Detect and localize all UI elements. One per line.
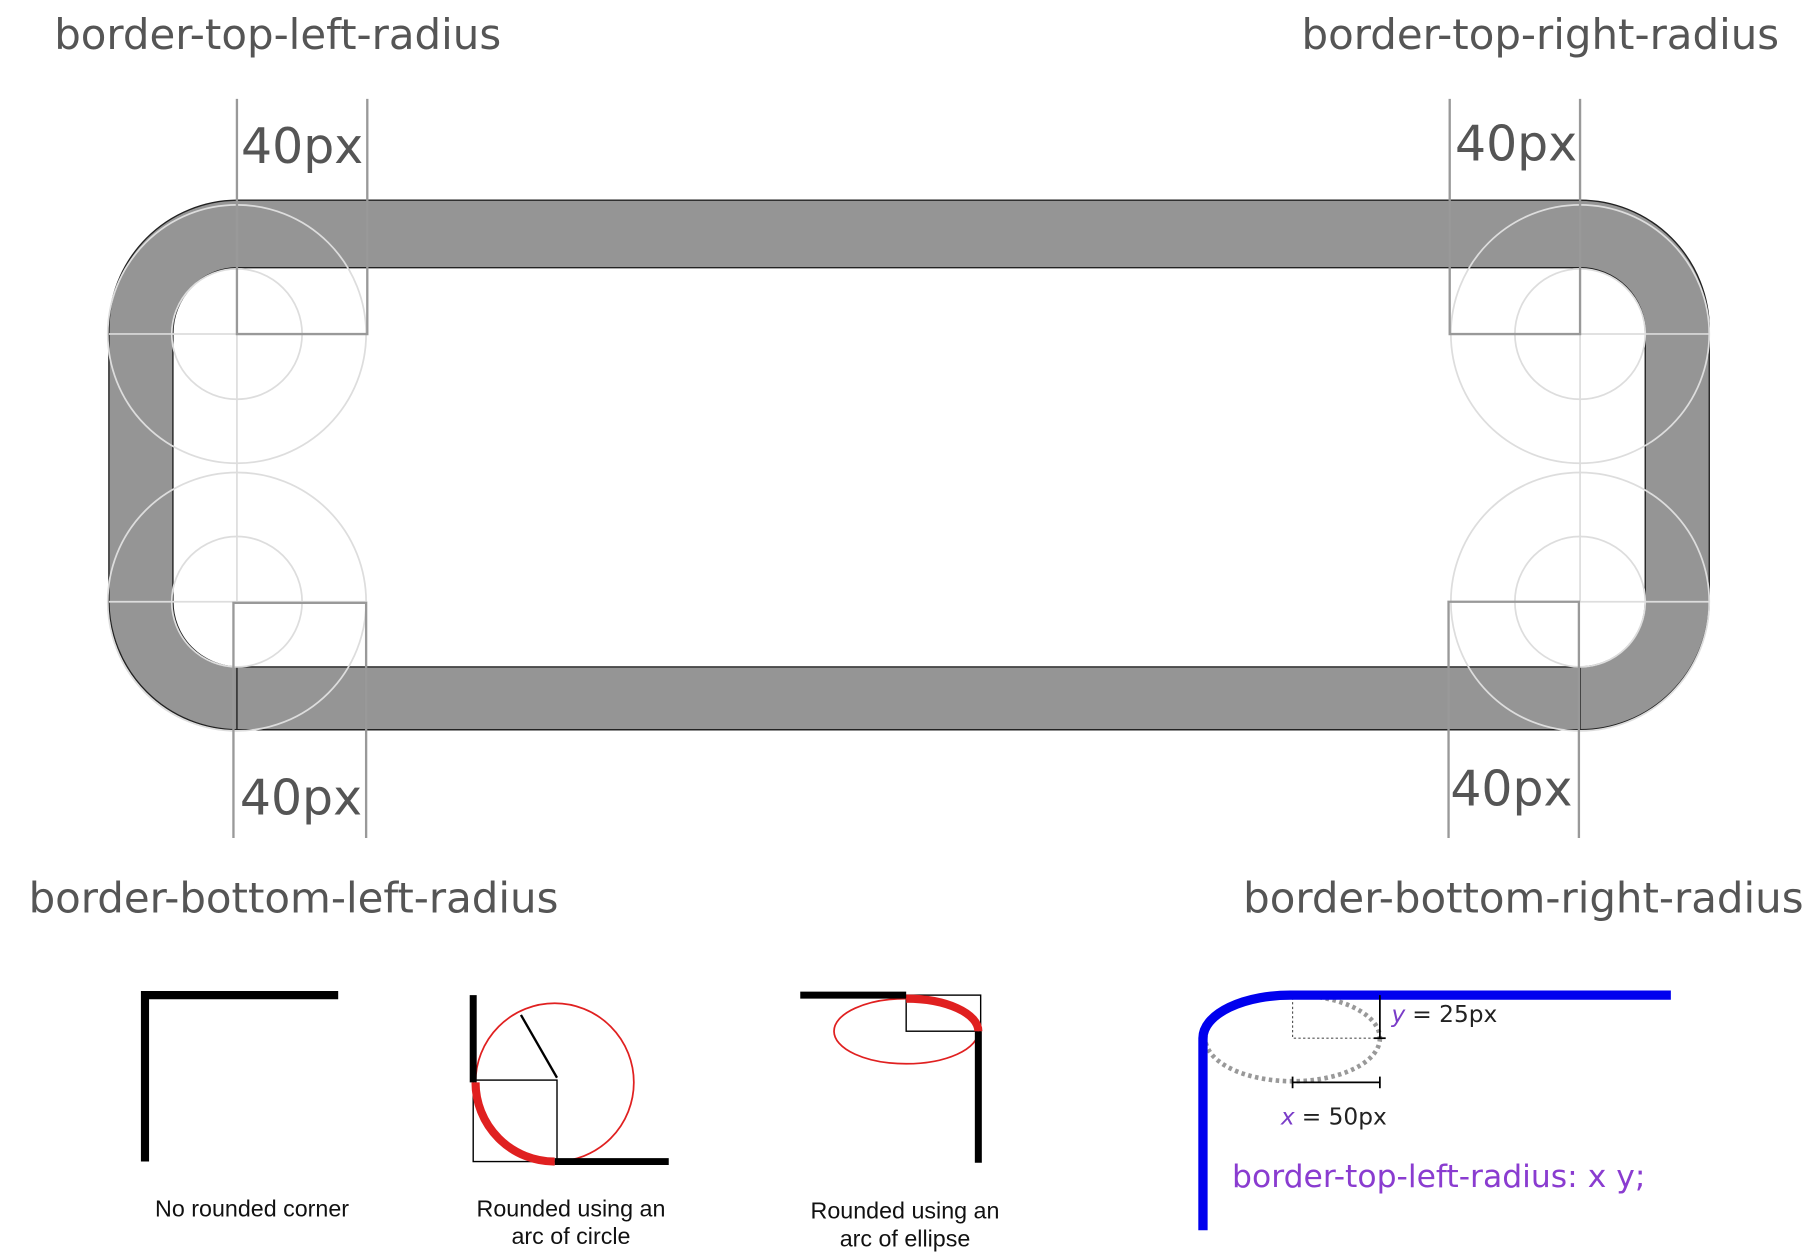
corner-title: border-bottom-right-radius — [1243, 873, 1803, 922]
caption: No rounded corner — [155, 1195, 349, 1221]
code-label: border-top-left-radius: x y; — [1232, 1159, 1645, 1195]
caption: Rounded using an — [477, 1195, 666, 1221]
corner-title: border-top-right-radius — [1302, 10, 1780, 59]
circle-corner — [469, 995, 669, 1166]
corner-title: border-bottom-left-radius — [29, 873, 559, 922]
dimension-label: 40px — [1450, 760, 1572, 817]
y-var: y — [1391, 1001, 1407, 1028]
caption: arc of ellipse — [840, 1226, 971, 1252]
y-label: y = 25px — [1391, 1001, 1498, 1028]
radius-example — [1198, 990, 1671, 1231]
caption: Rounded using an — [811, 1198, 1000, 1224]
y-value: = 25px — [1412, 1001, 1497, 1028]
x-label: x = 50px — [1280, 1103, 1387, 1130]
x-var: x — [1280, 1103, 1295, 1130]
dimension-lines — [232, 98, 1582, 839]
square-corner — [140, 991, 339, 1162]
segment-lines — [108, 200, 1710, 730]
dimension-label: 40px — [241, 118, 363, 175]
caption: arc of circle — [511, 1223, 630, 1249]
construction-circles — [106, 203, 1711, 732]
x-value: = 50px — [1302, 1103, 1387, 1130]
dimension-label: 40px — [1455, 116, 1577, 173]
border-shape — [108, 199, 1710, 731]
dimension-label: 40px — [240, 770, 362, 827]
ellipse-corner — [800, 991, 983, 1163]
corner-title: border-top-left-radius — [54, 10, 501, 59]
